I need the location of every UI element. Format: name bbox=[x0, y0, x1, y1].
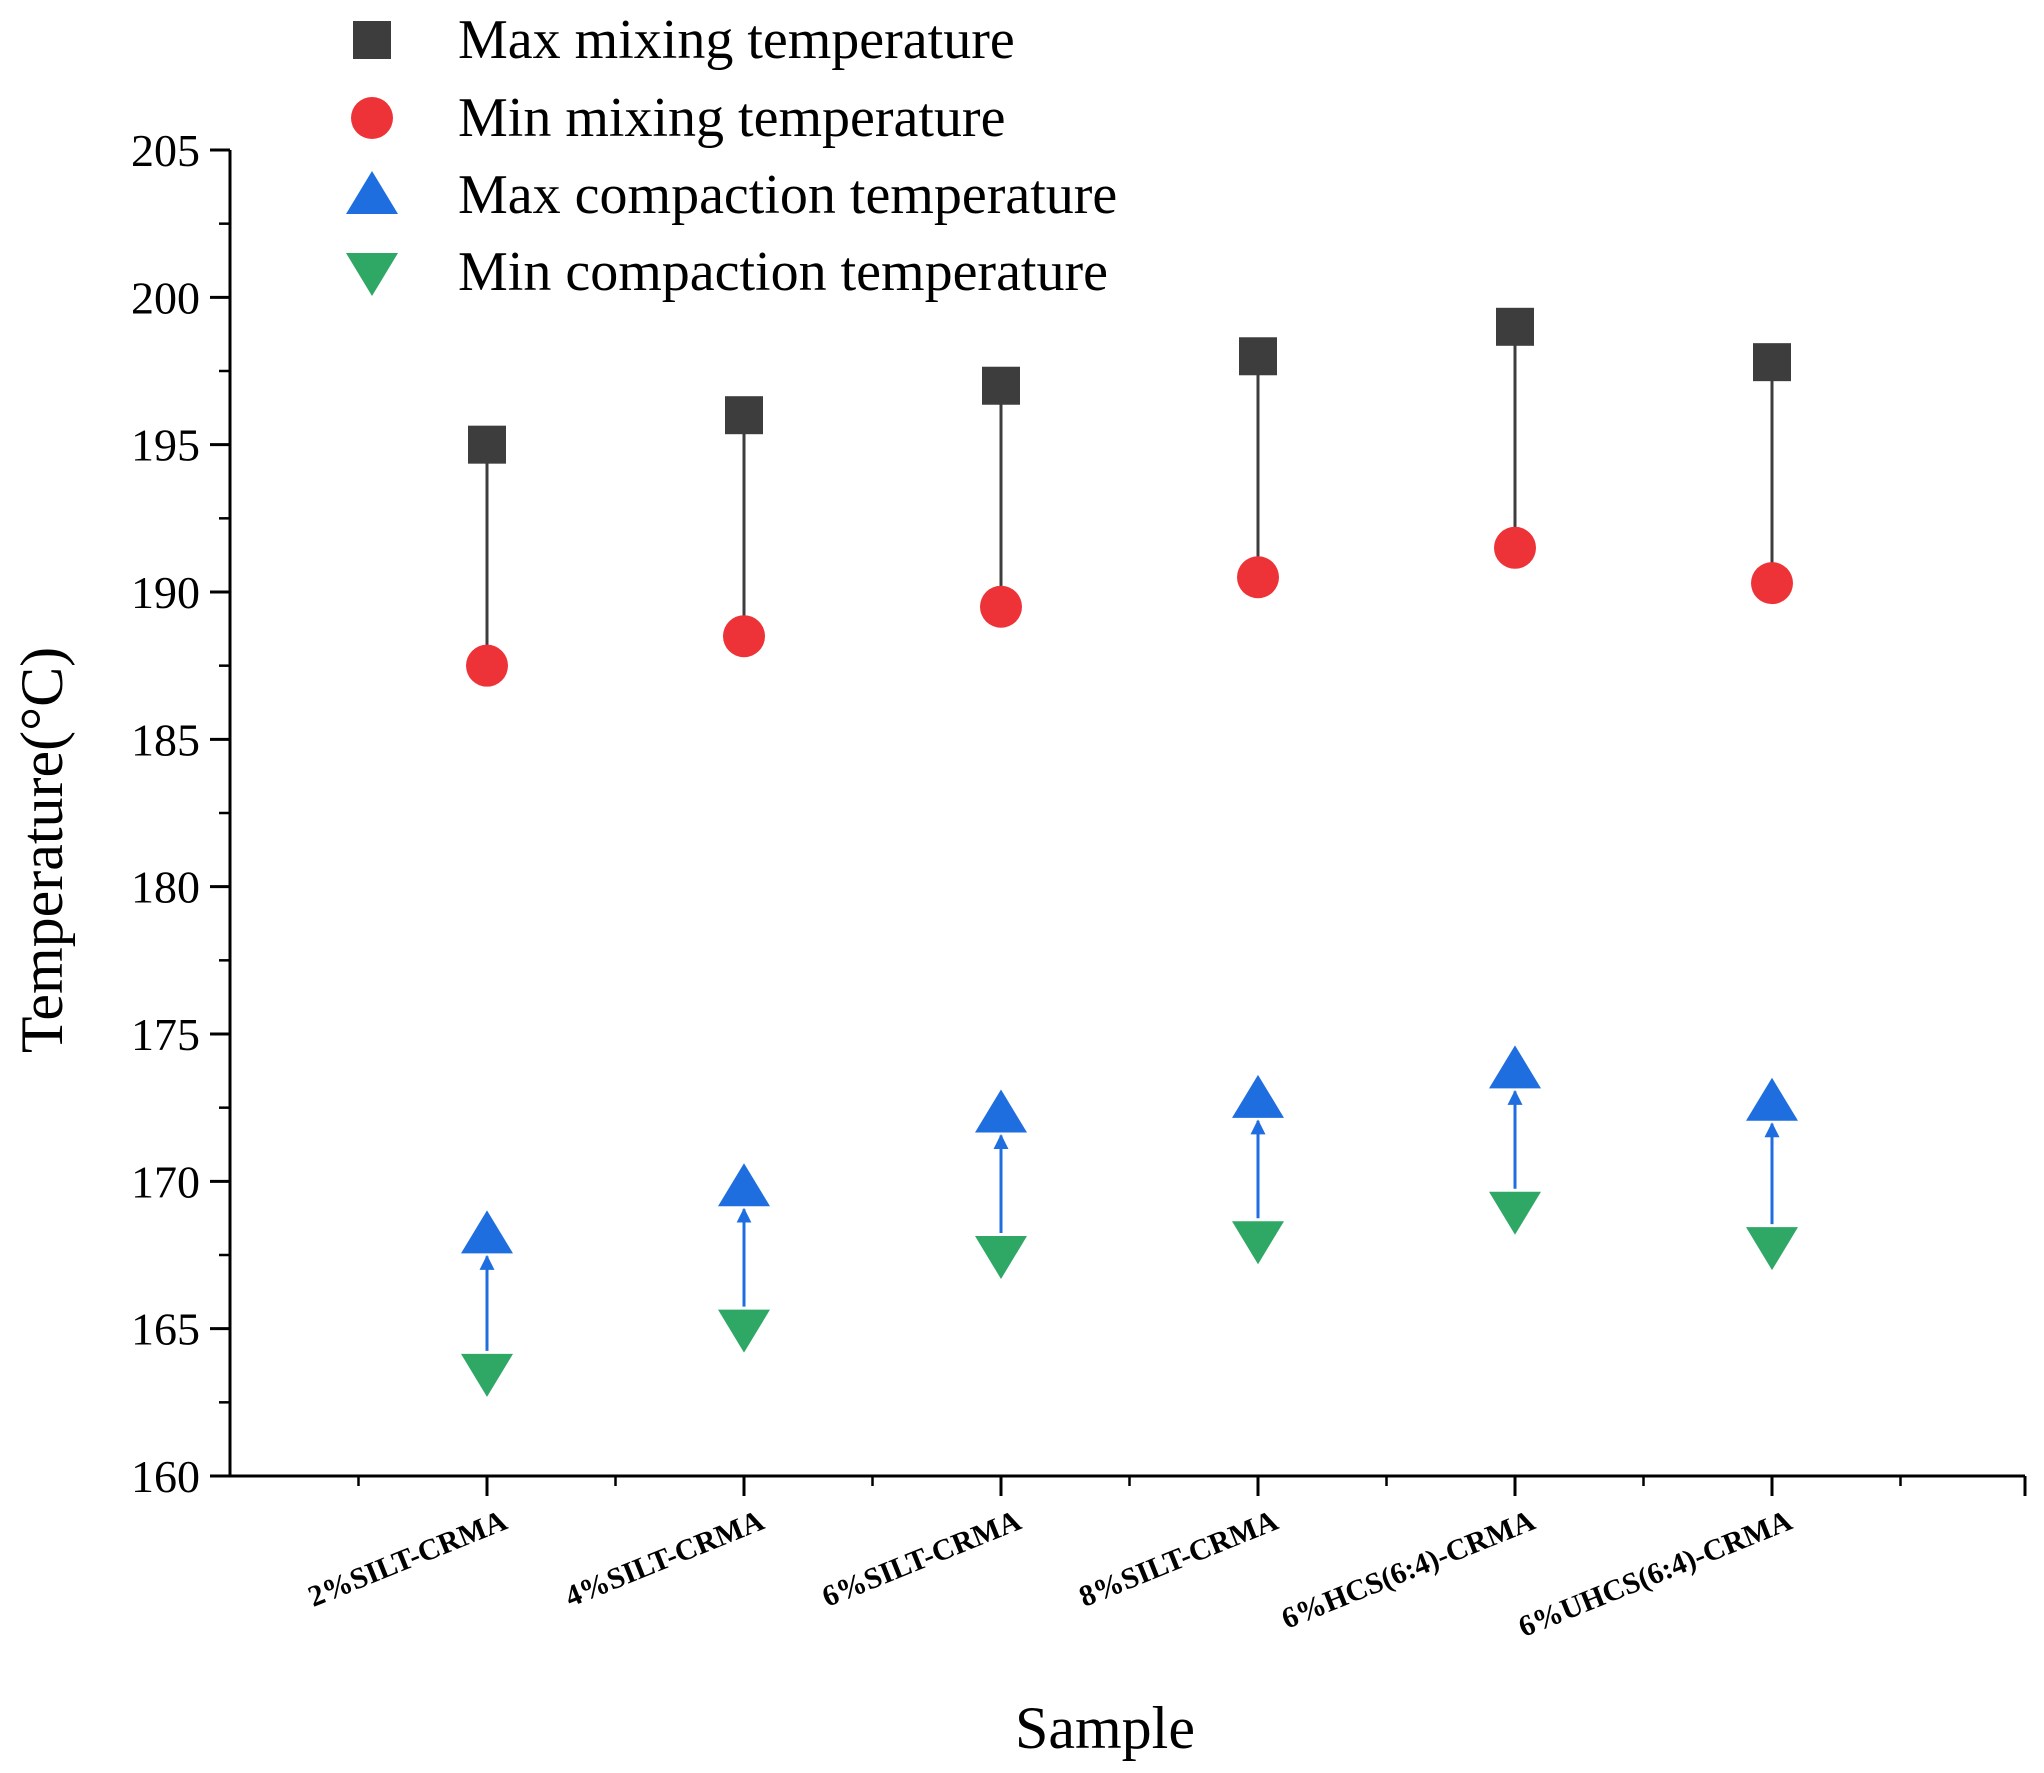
max-compaction-temperature-point bbox=[1232, 1074, 1284, 1118]
min-mixing-temperature-point bbox=[1751, 562, 1793, 605]
max-mixing-temperature-point bbox=[1753, 343, 1791, 382]
min-compaction-temperature-point bbox=[1232, 1221, 1284, 1265]
max-mixing-temperature-point bbox=[468, 425, 506, 464]
min-compaction-temperature-point bbox=[1746, 1227, 1798, 1271]
min-compaction-temperature-point bbox=[975, 1236, 1027, 1279]
y-tick-label: 160 bbox=[131, 1451, 200, 1502]
y-tick-label: 205 bbox=[131, 125, 200, 176]
legend-min-compaction-temperature-marker bbox=[346, 253, 398, 296]
max-compaction-temperature-point bbox=[461, 1210, 513, 1254]
legend-max-compaction-temperature-label: Max compaction temperature bbox=[458, 164, 1117, 226]
legend-min-mixing-temperature-label: Min mixing temperature bbox=[458, 87, 1005, 149]
x-tick-label: 6%HCS(6:4)-CRMA bbox=[1277, 1504, 1540, 1636]
min-mixing-temperature-point bbox=[980, 585, 1022, 628]
legend: Max mixing temperature Min mixing tempera… bbox=[346, 9, 1117, 303]
min-mixing-temperature-point bbox=[1237, 556, 1279, 599]
y-tick-label: 170 bbox=[131, 1156, 200, 1207]
y-tick-label: 180 bbox=[131, 862, 200, 913]
y-tick-label: 190 bbox=[131, 567, 200, 618]
legend-max-mixing-temperature-marker bbox=[353, 21, 391, 59]
markers bbox=[461, 307, 1798, 1397]
y-tick-label: 200 bbox=[131, 272, 200, 323]
y-tick-label: 175 bbox=[131, 1009, 200, 1060]
legend-min-compaction-temperature-label: Min compaction temperature bbox=[458, 241, 1108, 303]
min-compaction-temperature-point bbox=[461, 1353, 513, 1397]
min-mixing-temperature-point bbox=[723, 615, 765, 658]
max-mixing-temperature-point bbox=[1496, 307, 1534, 346]
legend-min-mixing-temperature-marker bbox=[351, 97, 393, 139]
x-tick-label: 6%UHCS(6:4)-CRMA bbox=[1514, 1504, 1797, 1644]
min-compaction-temperature-point bbox=[1489, 1191, 1541, 1235]
legend-max-mixing-temperature-label: Max mixing temperature bbox=[458, 9, 1015, 71]
x-tick-label: 8%SILT-CRMA bbox=[1074, 1504, 1282, 1614]
max-compaction-temperature-point bbox=[718, 1163, 770, 1207]
x-tick-label: 2%SILT-CRMA bbox=[303, 1504, 511, 1614]
legend-max-compaction-temperature-marker bbox=[346, 171, 398, 214]
min-mixing-temperature-point bbox=[466, 644, 508, 687]
y-axis-title: Temperature(°C) bbox=[9, 647, 75, 1053]
x-tick-label: 6%SILT-CRMA bbox=[817, 1504, 1025, 1614]
min-mixing-temperature-point bbox=[1494, 526, 1536, 569]
min-compaction-temperature-point bbox=[718, 1309, 770, 1353]
y-tick-label: 165 bbox=[131, 1304, 200, 1355]
max-compaction-temperature-point bbox=[975, 1089, 1027, 1133]
x-axis-title: Sample bbox=[1015, 1695, 1195, 1761]
y-tick-label: 195 bbox=[131, 420, 200, 471]
max-compaction-temperature-point bbox=[1489, 1045, 1541, 1089]
y-tick-label: 185 bbox=[131, 714, 200, 765]
max-compaction-temperature-point bbox=[1746, 1077, 1798, 1121]
x-tick-label: 4%SILT-CRMA bbox=[560, 1504, 768, 1614]
max-mixing-temperature-point bbox=[725, 396, 763, 435]
axes: 160 165 170 175 180 185 190 195 200 205 2%SILT-CRM… bbox=[131, 125, 2027, 1644]
max-mixing-temperature-point bbox=[982, 366, 1020, 405]
connectors bbox=[479, 326, 1780, 1351]
max-mixing-temperature-point bbox=[1239, 337, 1277, 376]
